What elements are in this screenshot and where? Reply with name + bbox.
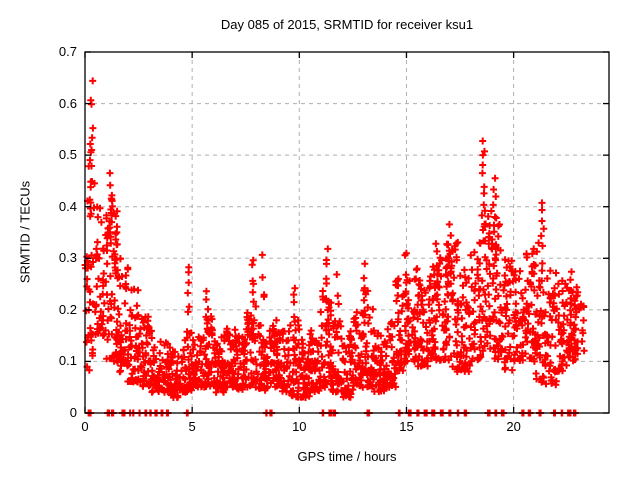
y-tick-label: 0.3: [58, 250, 77, 266]
chart-title: Day 085 of 2015, SRMTID for receiver ksu…: [220, 17, 474, 32]
y-tick-label: 0.5: [58, 147, 77, 163]
x-axis-title: GPS time / hours: [297, 449, 397, 464]
x-tick-label: 0: [81, 419, 89, 434]
y-tick-label: 0: [69, 405, 77, 420]
y-tick-label: 0.4: [58, 198, 77, 214]
scatter-points: [81, 77, 588, 417]
y-tick-label: 0.1: [58, 353, 77, 369]
y-tick-label: 0.6: [58, 95, 77, 111]
x-tick-label: 20: [506, 419, 521, 434]
x-tick-label: 10: [292, 419, 307, 434]
x-tick-label: 15: [399, 419, 414, 434]
y-tick-label: 0.2: [58, 301, 77, 317]
y-tick-label: 0.7: [58, 44, 77, 59]
plot-border: [84, 51, 610, 414]
x-tick-label: 5: [188, 419, 196, 434]
